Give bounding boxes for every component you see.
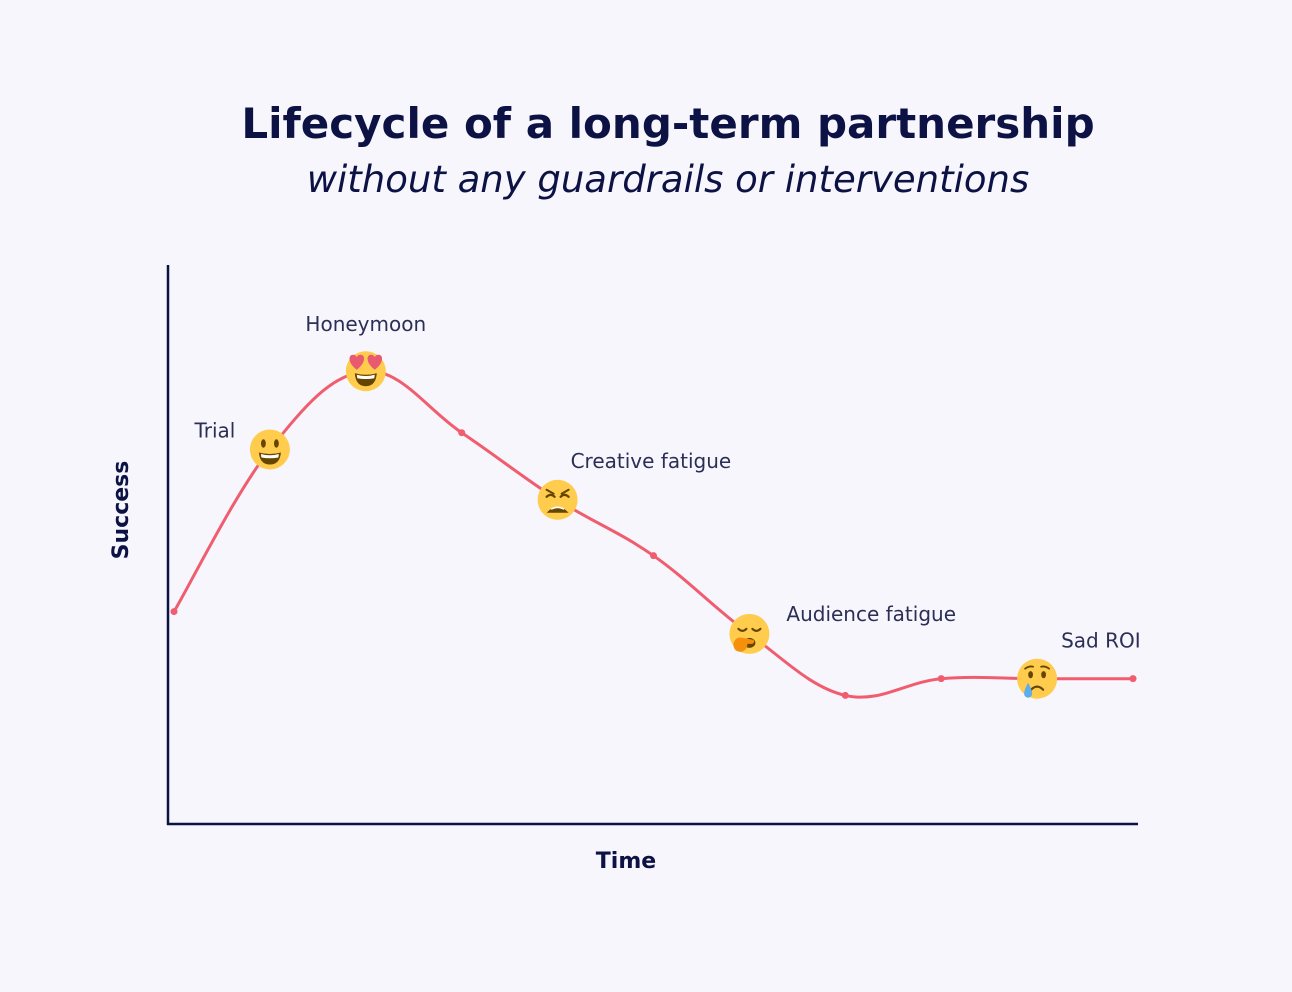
chart-subtitle: without any guardrails or interventions: [307, 158, 1030, 201]
weary-face-icon: [537, 479, 578, 520]
data-point: [841, 691, 849, 699]
data-point: [1129, 675, 1137, 683]
data-point: [937, 675, 945, 683]
point-label: Sad ROI: [1061, 629, 1141, 653]
point-label: Creative fatigue: [571, 449, 732, 473]
heart-eyes-face-icon: [345, 351, 386, 392]
success-line: [172, 369, 1135, 699]
point-label: Honeymoon: [305, 312, 426, 336]
annotations: Trial Honeymoon Creative fatigue Audience f…: [193, 312, 1141, 699]
x-axis-label: Time: [596, 849, 656, 874]
data-point: [650, 552, 657, 560]
point-label: Audience fatigue: [786, 602, 956, 626]
data-point: [170, 608, 178, 616]
point-label: Trial: [193, 419, 235, 443]
data-points: [170, 429, 1137, 699]
chart-title: Lifecycle of a long-term partnership: [241, 99, 1094, 148]
data-point: [458, 429, 466, 437]
yawning-face-icon: [729, 613, 770, 654]
y-axis-label: Success: [109, 461, 134, 560]
grinning-face-icon: [249, 429, 290, 470]
crying-face-icon: [1017, 658, 1058, 699]
